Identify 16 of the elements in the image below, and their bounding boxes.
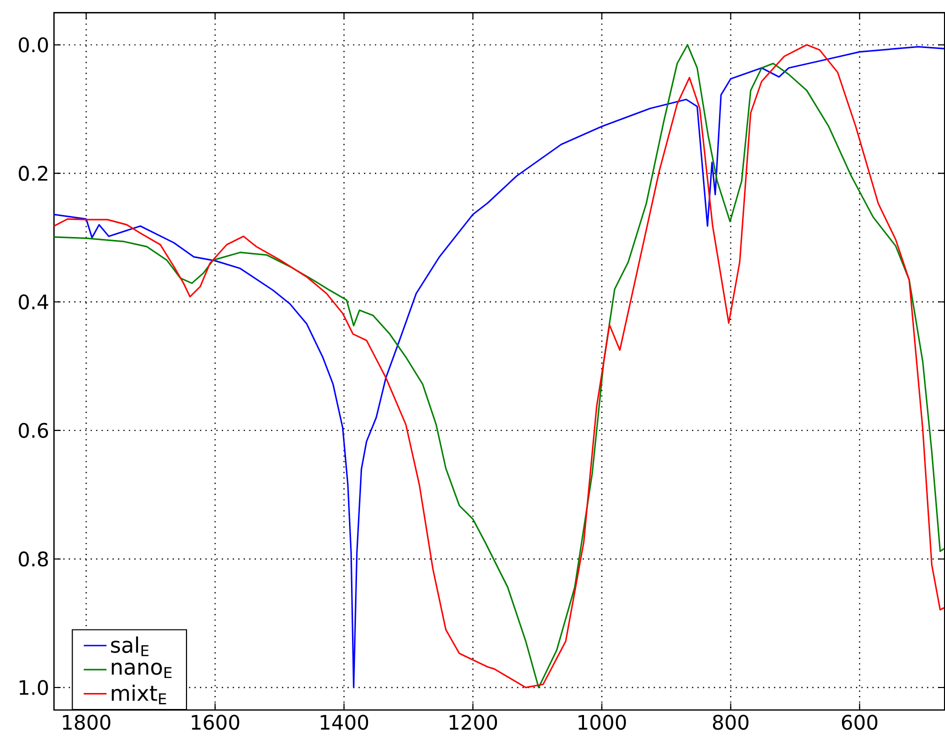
x-tick-label: 1600 (192, 714, 240, 730)
x-tick-label: 1200 (450, 714, 498, 730)
y-tick-label: 0.4 (18, 294, 48, 310)
x-tick-label: 800 (712, 714, 748, 730)
y-tick-label: 1.0 (20, 680, 48, 696)
y-tick-label: 0.6 (18, 422, 48, 438)
legend-label: sal$_{E}$ (111, 636, 148, 656)
y-tick-label: 0.0 (18, 37, 48, 52)
x-tick-label: 600 (842, 714, 878, 730)
x-tick-label: 1000 (578, 714, 626, 730)
y-tick-label: 0.2 (18, 166, 48, 181)
x-tick-label: 1400 (320, 714, 368, 730)
x-tick-label: 1800 (62, 714, 110, 730)
y-tick-label: 0.8 (18, 551, 48, 567)
legend-label: mixt$_{E}$ (112, 684, 166, 704)
legend-label: nano$_{E}$ (112, 662, 172, 678)
